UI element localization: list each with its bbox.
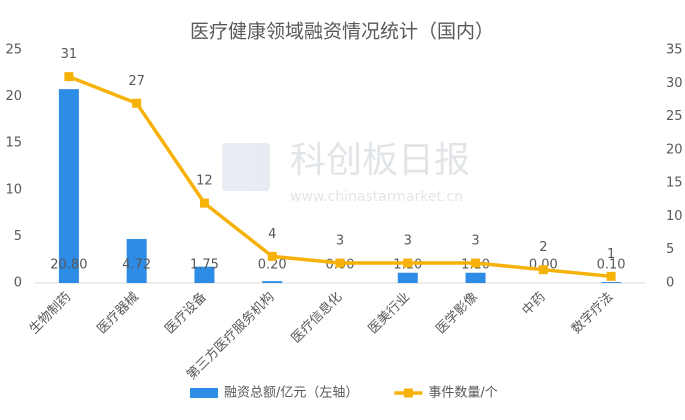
bar xyxy=(465,272,486,283)
line-value-label: 3 xyxy=(471,234,479,249)
y2-tick-label: 15 xyxy=(666,176,683,191)
y2-tick-label: 0 xyxy=(666,276,674,291)
line-value-label: 1 xyxy=(607,247,615,262)
line-value-label: 3 xyxy=(404,234,412,249)
line-marker xyxy=(267,251,277,261)
y-tick-label: 15 xyxy=(5,136,22,151)
bar-value-label: 4.72 xyxy=(122,258,151,273)
watermark-brand: 科创板日报 xyxy=(290,140,470,181)
y-tick-label: 10 xyxy=(5,182,22,197)
bar xyxy=(58,89,79,283)
watermark-url: www.chinastarmarket.cn xyxy=(290,189,463,205)
line-marker xyxy=(403,258,413,268)
y-tick-label: 25 xyxy=(5,43,22,58)
line-marker xyxy=(335,258,345,268)
legend-marker xyxy=(403,388,413,398)
legend-swatch xyxy=(190,388,218,398)
watermark-logo xyxy=(222,143,270,191)
line-value-label: 2 xyxy=(539,240,547,255)
bar xyxy=(126,239,147,283)
bar xyxy=(194,266,215,283)
y2-tick-label: 20 xyxy=(666,142,683,157)
line-marker xyxy=(538,265,548,275)
legend-label: 融资总额/亿元（左轴） xyxy=(224,386,358,401)
y2-tick-label: 10 xyxy=(666,209,683,224)
line-value-label: 3 xyxy=(336,234,344,249)
line-marker xyxy=(606,271,616,281)
line-marker xyxy=(471,258,481,268)
watermark: 科创板日报 www.chinastarmarket.cn xyxy=(222,140,470,205)
line-value-label: 12 xyxy=(196,174,213,189)
line-value-label: 31 xyxy=(61,47,78,62)
legend-label: 事件数量/个 xyxy=(428,386,497,401)
bar xyxy=(262,281,283,283)
line-marker xyxy=(132,98,142,108)
line-value-label: 4 xyxy=(268,227,276,242)
bar-value-label: 20.80 xyxy=(50,258,87,273)
y-tick-label: 5 xyxy=(14,229,22,244)
line-marker xyxy=(199,198,209,208)
line-value-label: 27 xyxy=(128,74,145,89)
y2-tick-label: 30 xyxy=(666,76,683,91)
line-marker xyxy=(64,72,74,82)
bar xyxy=(397,272,418,283)
bar-value-label: 0.20 xyxy=(258,258,287,273)
y2-tick-label: 5 xyxy=(666,242,674,257)
y-tick-label: 0 xyxy=(14,276,22,291)
bar xyxy=(601,282,622,283)
bar-value-label: 0.10 xyxy=(597,258,626,273)
y2-tick-label: 35 xyxy=(666,43,683,58)
y2-tick-label: 25 xyxy=(666,109,683,124)
y-tick-label: 20 xyxy=(5,89,22,104)
chart-title: 医疗健康领域融资情况统计（国内） xyxy=(190,21,494,43)
bar-value-label: 1.75 xyxy=(190,258,219,273)
